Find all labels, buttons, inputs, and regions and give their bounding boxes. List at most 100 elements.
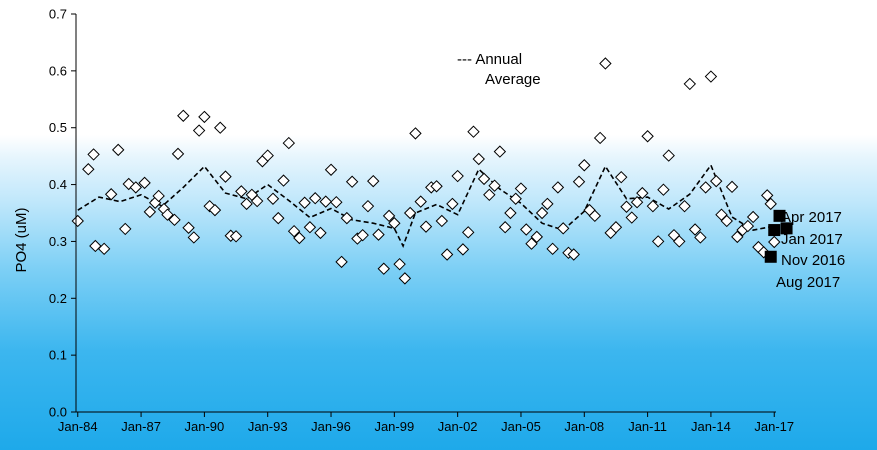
y-tick-label: 0.5 — [49, 120, 67, 135]
data-point-diamond — [372, 228, 385, 241]
data-point-diamond — [104, 188, 118, 201]
data-point-diamond — [403, 206, 417, 220]
x-tick-label: Jan-14 — [691, 419, 731, 434]
data-point-diamond — [567, 248, 580, 261]
data-point-diamond — [430, 180, 443, 193]
data-point-diamond — [683, 77, 697, 91]
data-point-diamond — [168, 213, 181, 227]
y-tick-label: 0.1 — [49, 348, 67, 363]
data-point-diamond — [382, 209, 396, 223]
data-point-diamond — [287, 224, 301, 238]
data-point-diamond — [214, 121, 227, 134]
data-point-diamond — [393, 257, 406, 271]
data-point-diamond — [308, 192, 322, 205]
data-point-diamond — [541, 197, 554, 211]
data-point-diamond — [129, 181, 143, 194]
data-point-diamond — [488, 179, 501, 192]
data-point-diamond — [630, 195, 644, 209]
recent-data-point — [764, 250, 777, 263]
data-point-diamond — [588, 209, 602, 223]
data-point-diamond — [530, 230, 544, 244]
annotation-label: Nov 2016 — [781, 252, 845, 269]
data-point-diamond — [760, 189, 774, 202]
data-point-diamond — [477, 172, 491, 186]
data-point-diamond — [161, 208, 174, 221]
data-point-diamond — [414, 195, 427, 208]
x-tick-label: Jan-08 — [564, 419, 604, 434]
annotation-label: Jan 2017 — [781, 231, 843, 248]
data-point-diamond — [177, 109, 190, 122]
data-point-diamond — [198, 110, 211, 124]
data-point-diamond — [208, 203, 222, 217]
data-point-diamond — [440, 248, 454, 261]
data-point-diamond — [250, 194, 264, 208]
data-point-diamond — [688, 223, 702, 236]
data-point-diamond — [282, 136, 296, 150]
legend-label-line-1: --- Annual — [457, 51, 522, 68]
data-point-diamond — [143, 205, 157, 219]
data-point-diamond — [219, 170, 232, 183]
data-point-diamond — [138, 176, 151, 190]
data-point-diamond — [741, 219, 755, 233]
data-point-diamond — [636, 186, 649, 200]
data-point-diamond — [356, 228, 369, 242]
data-point-diamond — [330, 195, 343, 209]
data-point-diamond — [725, 180, 739, 194]
data-point-diamond — [709, 174, 723, 188]
data-point-diamond — [651, 235, 665, 248]
recent-data-point — [773, 209, 786, 222]
data-point-diamond — [546, 242, 559, 256]
data-point-diamond — [235, 185, 248, 198]
x-tick-label: Jan-84 — [58, 419, 98, 434]
x-tick-label: Jan-87 — [121, 419, 161, 434]
data-point-diamond — [498, 221, 512, 234]
data-point-diamond — [340, 211, 354, 225]
data-point-diamond — [768, 235, 781, 249]
data-point-diamond — [388, 217, 401, 230]
data-point-diamond — [293, 231, 306, 245]
data-point-diamond — [599, 57, 612, 70]
data-point-diamond — [419, 220, 433, 233]
data-point-diamond — [187, 231, 201, 244]
data-point-diamond — [657, 183, 670, 196]
data-point-diamond — [467, 125, 480, 138]
data-point-diamond — [97, 242, 111, 256]
data-point-diamond — [303, 221, 317, 234]
recent-data-point — [768, 224, 781, 237]
data-point-diamond — [609, 221, 623, 234]
y-tick-label: 0.3 — [49, 234, 67, 249]
annotation-label: Apr 2017 — [781, 209, 842, 226]
data-point-diamond — [272, 211, 285, 225]
data-point-diamond — [556, 222, 570, 235]
data-point-diamond — [240, 197, 253, 211]
data-point-diamond — [298, 196, 311, 209]
data-point-diamond — [731, 230, 744, 244]
data-point-diamond — [112, 143, 125, 157]
data-point-diamond — [678, 199, 691, 213]
data-point-diamond — [192, 124, 206, 137]
data-point-diamond — [119, 222, 132, 236]
data-point-diamond — [182, 221, 195, 234]
x-tick-label: Jan-93 — [248, 419, 288, 434]
data-point-diamond — [367, 174, 380, 188]
data-point-diamond — [593, 131, 607, 145]
data-point-diamond — [551, 181, 565, 194]
x-tick-label: Jan-11 — [628, 419, 667, 434]
data-point-diamond — [435, 214, 449, 228]
data-point-diamond — [493, 145, 507, 158]
data-point-diamond — [171, 147, 185, 161]
data-point-diamond — [277, 174, 290, 187]
data-point-diamond — [641, 130, 654, 143]
data-point-diamond — [520, 223, 533, 236]
data-point-diamond — [694, 231, 707, 244]
y-tick-label: 0.4 — [49, 177, 67, 192]
data-point-diamond — [266, 192, 280, 205]
data-point-diamond — [377, 262, 390, 275]
y-tick-label: 0.0 — [49, 405, 67, 420]
x-tick-label: Jan-99 — [374, 419, 414, 434]
data-point-diamond — [82, 163, 95, 176]
data-point-diamond — [87, 148, 100, 161]
data-point-diamond — [514, 182, 528, 195]
data-point-diamond — [409, 127, 422, 140]
